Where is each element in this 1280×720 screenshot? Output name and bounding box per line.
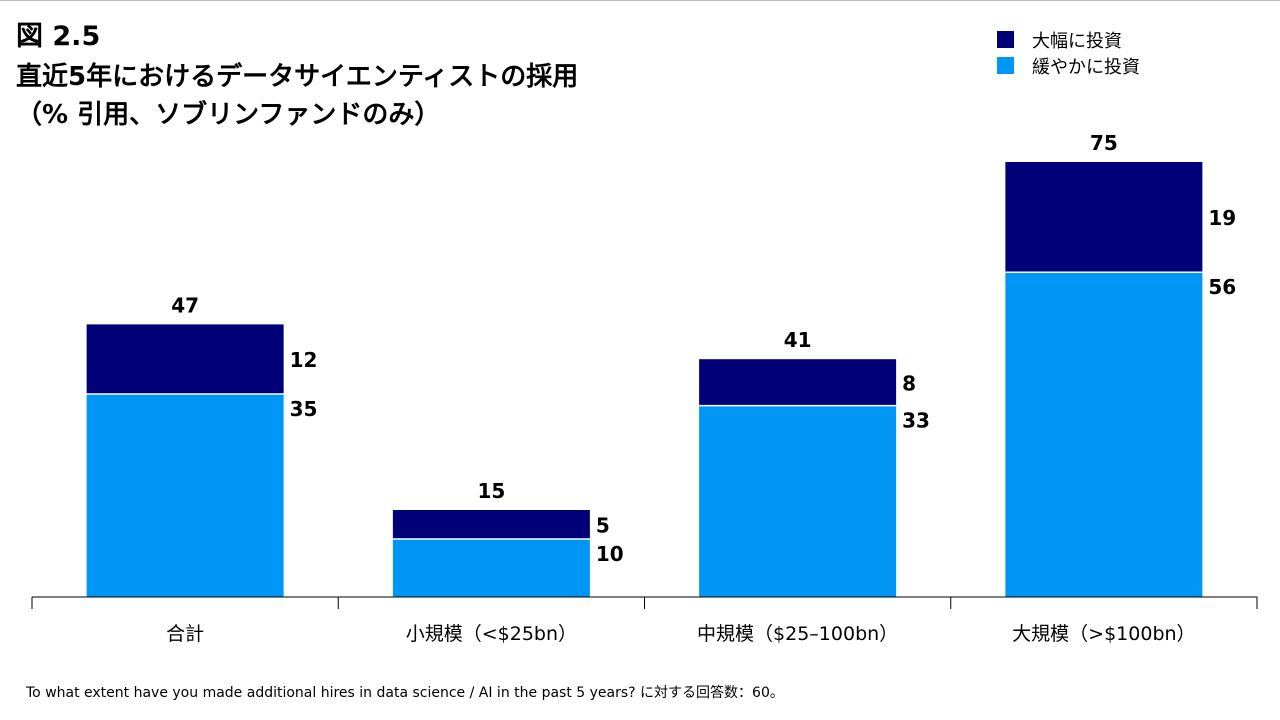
data-label-total: 47 [171,293,199,317]
data-label-major: 5 [596,514,610,538]
data-label-moderate: 35 [290,397,318,421]
figure-label: 図 2.5 [16,21,101,52]
bar-moderate [392,539,590,597]
x-tick-label: 中規模（$25–100bn） [697,623,898,645]
x-tick-label: 小規模（<$25bn） [406,623,577,645]
top-rule [0,0,1280,1]
data-label-major: 19 [1208,206,1236,230]
chart-title-line-1: 直近5年におけるデータサイエンティストの採用 [16,62,579,92]
bar-major [699,359,897,406]
bar-moderate [1005,272,1203,597]
data-label-total: 75 [1090,131,1118,155]
bar-major [392,510,590,539]
data-label-major: 8 [902,371,916,395]
data-label-total: 41 [784,328,812,352]
legend-label-major: 大幅に投資 [1032,31,1122,52]
legend-label-moderate: 緩やかに投資 [1032,57,1140,78]
data-label-moderate: 33 [902,409,930,433]
legend-swatch-moderate [997,57,1014,74]
legend-swatch-major [997,31,1014,48]
bar-major [86,324,284,394]
bar-moderate [699,405,897,597]
data-label-moderate: 56 [1208,275,1236,299]
data-label-moderate: 10 [596,542,624,566]
data-label-total: 15 [477,479,505,503]
chart-title-line-2: （% 引用、ソブリンファンドのみ） [16,100,441,130]
data-label-major: 12 [290,348,318,372]
bar-major [1005,162,1203,273]
x-tick-label: 合計 [166,623,204,645]
bar-moderate [86,394,284,597]
x-tick-label: 大規模（>$100bn） [1012,623,1195,645]
footnote: To what extent have you made additional … [26,685,784,701]
